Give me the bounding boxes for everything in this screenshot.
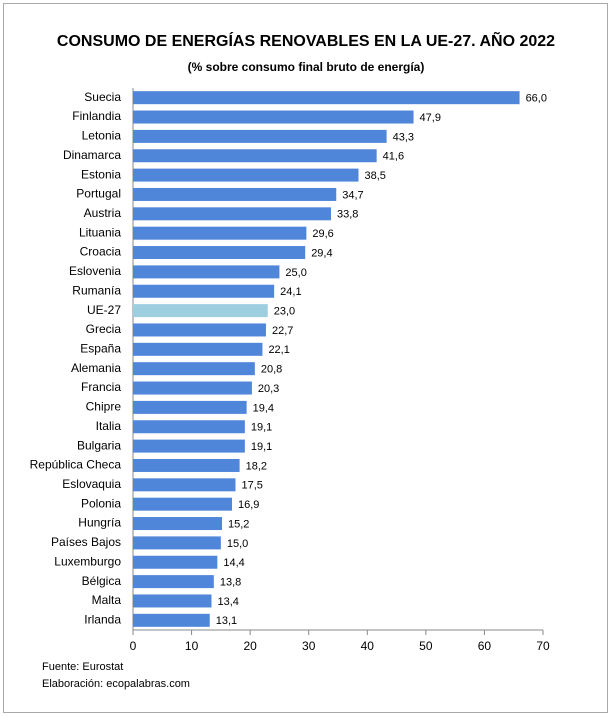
y-tick-label: Lituania: [79, 225, 121, 239]
value-label: 20,3: [258, 383, 279, 395]
y-tick-label: Portugal: [76, 187, 121, 201]
bar: [133, 187, 337, 201]
value-label: 13,1: [216, 615, 237, 627]
chart-title: CONSUMO DE ENERGÍAS RENOVABLES EN LA UE-…: [57, 30, 555, 50]
bar: [133, 536, 221, 550]
bar: [133, 149, 377, 163]
value-label: 13,4: [217, 596, 238, 608]
x-tick-label: 30: [302, 639, 316, 653]
y-tick-label: Alemania: [71, 361, 121, 375]
y-tick-label: Suecia: [84, 90, 121, 104]
value-label: 66,0: [526, 93, 547, 105]
y-tick-label: Bulgaria: [77, 438, 121, 452]
value-label: 15,2: [228, 518, 249, 530]
chart-subtitle: (% sobre consumo final bruto de energía): [188, 60, 425, 74]
x-tick-label: 50: [419, 639, 433, 653]
value-label: 22,1: [268, 344, 289, 356]
bar: [133, 207, 331, 221]
bar: [133, 265, 280, 279]
x-tick-label: 0: [130, 639, 137, 653]
y-tick-label: Italia: [96, 419, 122, 433]
value-label: 19,1: [251, 422, 272, 434]
value-label: 19,1: [251, 441, 272, 453]
value-label: 29,6: [312, 228, 333, 240]
y-tick-label: Croacia: [80, 245, 122, 259]
value-label: 14,4: [223, 557, 244, 569]
y-tick-label: Eslovenia: [69, 264, 121, 278]
bar: [133, 575, 214, 589]
y-tick-label: Irlanda: [84, 612, 121, 626]
credit-note: Elaboración: ecopalabras.com: [42, 678, 190, 690]
y-tick-label: Malta: [92, 593, 122, 607]
y-tick-label: Grecia: [86, 322, 122, 336]
value-label: 41,6: [383, 151, 404, 163]
bar: [133, 458, 240, 472]
value-label: 24,1: [280, 286, 301, 298]
bar: [133, 304, 268, 318]
value-label: 16,9: [238, 499, 259, 511]
value-label: 15,0: [227, 538, 248, 550]
x-tick-label: 20: [243, 639, 257, 653]
y-tick-label: Letonia: [82, 129, 122, 143]
x-tick-label: 70: [536, 639, 550, 653]
bar: [133, 342, 263, 356]
bar: [133, 362, 255, 376]
bar: [133, 91, 520, 105]
y-tick-label: Francia: [81, 380, 121, 394]
value-label: 25,0: [285, 267, 306, 279]
chart-border: [3, 3, 608, 713]
bar: [133, 246, 306, 260]
y-tick-label: Chipre: [86, 400, 122, 414]
y-tick-label: Rumanía: [72, 283, 121, 297]
x-tick-label: 40: [361, 639, 375, 653]
source-note: Fuente: Eurostat: [42, 661, 123, 673]
value-label: 19,4: [253, 402, 274, 414]
y-tick-label: Bélgica: [82, 574, 122, 588]
bar: [133, 168, 359, 182]
y-tick-label: UE-27: [87, 303, 121, 317]
y-tick-label: Eslovaquia: [62, 477, 121, 491]
bar: [133, 555, 218, 569]
bar: [133, 497, 232, 511]
value-label: 33,8: [337, 209, 358, 221]
value-label: 47,9: [420, 112, 441, 124]
x-tick-label: 10: [185, 639, 199, 653]
value-label: 13,8: [220, 577, 241, 589]
bar: [133, 613, 210, 627]
y-tick-label: Dinamarca: [63, 148, 121, 162]
bar: [133, 517, 223, 531]
bar: [133, 226, 307, 240]
y-tick-label: Estonia: [81, 167, 121, 181]
value-label: 38,5: [365, 170, 386, 182]
value-label: 34,7: [342, 189, 363, 201]
bar: [133, 381, 252, 395]
y-tick-label: Finlandia: [72, 109, 121, 123]
value-label: 29,4: [311, 247, 332, 259]
bar: [133, 323, 266, 337]
value-label: 20,8: [261, 364, 282, 376]
value-label: 22,7: [272, 325, 293, 337]
y-tick-label: Luxemburgo: [54, 554, 121, 568]
value-label: 43,3: [393, 131, 414, 143]
bar: [133, 400, 247, 414]
y-tick-label: Polonia: [81, 496, 121, 510]
y-tick-label: República Checa: [30, 458, 122, 472]
value-label: 17,5: [242, 480, 263, 492]
bar: [133, 478, 236, 492]
value-label: 18,2: [246, 460, 267, 472]
y-tick-label: Hungría: [78, 516, 121, 530]
bar: [133, 594, 212, 608]
bar: [133, 439, 245, 453]
x-tick-label: 60: [478, 639, 492, 653]
y-tick-label: España: [80, 341, 121, 355]
bar: [133, 110, 414, 124]
bar: [133, 129, 387, 143]
bar: [133, 420, 245, 434]
bar: [133, 284, 275, 298]
y-tick-label: Países Bajos: [51, 535, 121, 549]
y-tick-label: Austria: [84, 206, 122, 220]
value-label: 23,0: [274, 306, 295, 318]
